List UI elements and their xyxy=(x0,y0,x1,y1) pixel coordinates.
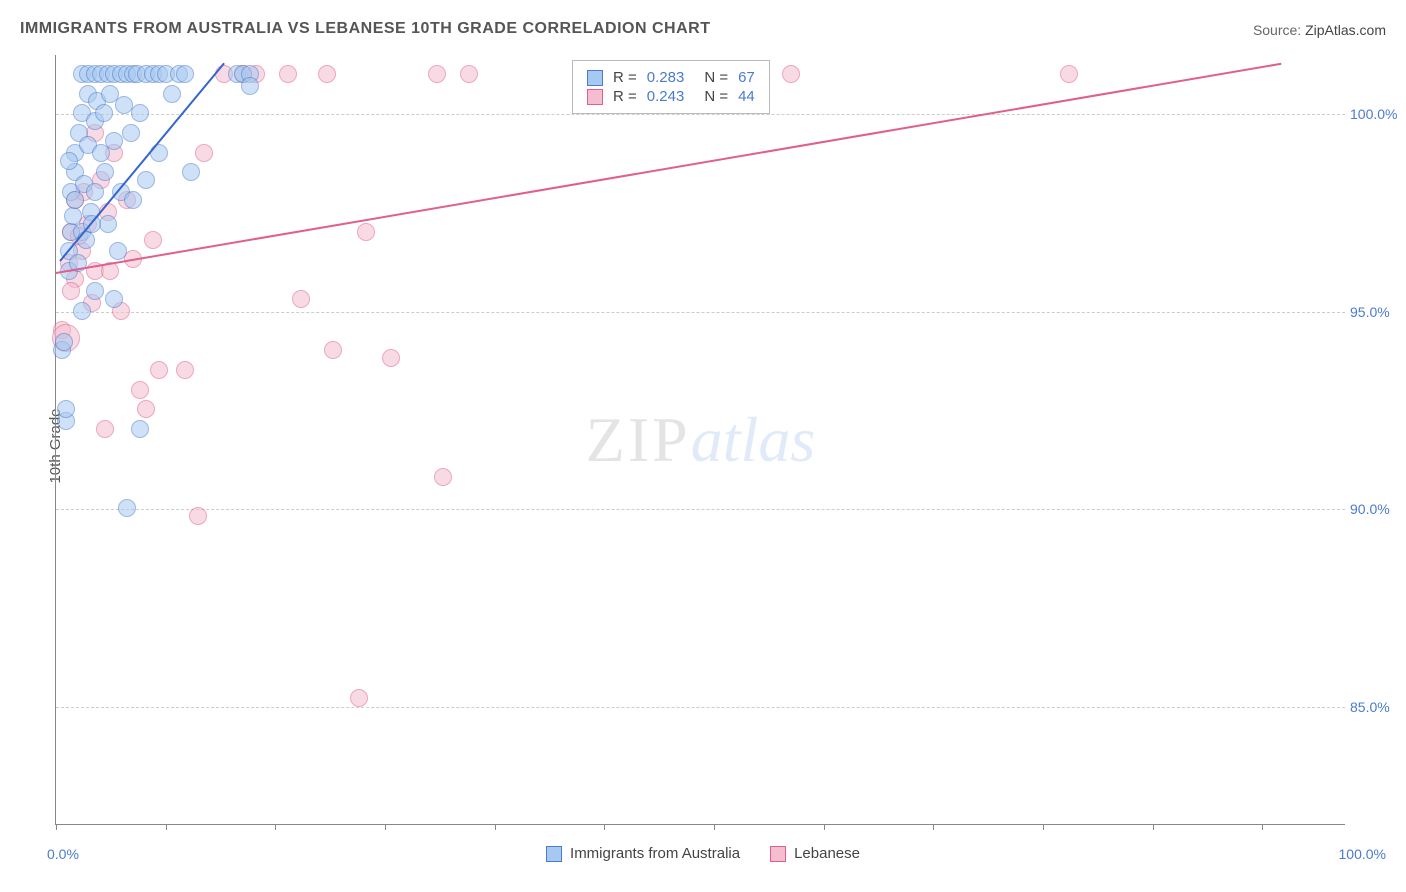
data-point xyxy=(73,302,91,320)
gridline xyxy=(56,114,1345,115)
bottom-legend: Immigrants from Australia Lebanese xyxy=(546,845,860,862)
x-tick xyxy=(824,824,825,830)
scatter-plot-area: ZIPatlas 100.0%95.0%90.0%85.0%R =0.283N … xyxy=(55,55,1345,825)
data-point xyxy=(62,282,80,300)
x-axis-max-label: 100.0% xyxy=(1339,846,1386,862)
stat-key: R = xyxy=(613,69,637,86)
legend-item: Lebanese xyxy=(770,845,860,862)
legend-swatch xyxy=(587,89,603,105)
data-point xyxy=(195,144,213,162)
stats-row: R = 0.283 N = 67 xyxy=(587,69,755,86)
data-point xyxy=(279,65,297,83)
data-point xyxy=(96,163,114,181)
gridline xyxy=(56,312,1345,313)
data-point xyxy=(460,65,478,83)
gridline xyxy=(56,707,1345,708)
x-tick xyxy=(1153,824,1154,830)
x-tick xyxy=(714,824,715,830)
data-point xyxy=(137,400,155,418)
stat-r-value: 0.243 xyxy=(647,88,685,105)
y-tick-label: 85.0% xyxy=(1350,699,1400,715)
legend-swatch xyxy=(587,70,603,86)
data-point xyxy=(124,191,142,209)
x-tick xyxy=(275,824,276,830)
stat-r-value: 0.283 xyxy=(647,69,685,86)
x-tick xyxy=(385,824,386,830)
data-point xyxy=(66,191,84,209)
stat-key: N = xyxy=(704,69,728,86)
data-point xyxy=(434,468,452,486)
data-point xyxy=(95,104,113,122)
data-point xyxy=(428,65,446,83)
data-point xyxy=(163,85,181,103)
data-point xyxy=(292,290,310,308)
data-point xyxy=(782,65,800,83)
gridline xyxy=(56,509,1345,510)
data-point xyxy=(137,171,155,189)
source-value: ZipAtlas.com xyxy=(1305,22,1386,38)
stat-key: N = xyxy=(704,88,728,105)
data-point xyxy=(176,65,194,83)
watermark-part2: atlas xyxy=(691,404,815,475)
stats-row: R = 0.243 N = 44 xyxy=(587,88,755,105)
data-point xyxy=(86,183,104,201)
x-tick xyxy=(933,824,934,830)
stat-n-value: 67 xyxy=(738,69,755,86)
x-tick xyxy=(495,824,496,830)
source-attribution: Source: ZipAtlas.com xyxy=(1253,22,1386,38)
legend-label: Immigrants from Australia xyxy=(570,845,740,862)
legend-label: Lebanese xyxy=(794,845,860,862)
data-point xyxy=(118,499,136,517)
data-point xyxy=(105,132,123,150)
data-point xyxy=(60,152,78,170)
data-point xyxy=(109,242,127,260)
data-point xyxy=(96,420,114,438)
data-point xyxy=(150,361,168,379)
watermark-part1: ZIP xyxy=(586,404,691,475)
legend-swatch xyxy=(770,846,786,862)
data-point xyxy=(122,124,140,142)
x-tick xyxy=(56,824,57,830)
stat-n-value: 44 xyxy=(738,88,755,105)
y-tick-label: 90.0% xyxy=(1350,501,1400,517)
data-point xyxy=(86,282,104,300)
chart-title: IMMIGRANTS FROM AUSTRALIA VS LEBANESE 10… xyxy=(20,20,711,38)
data-point xyxy=(1060,65,1078,83)
data-point xyxy=(99,215,117,233)
legend-item: Immigrants from Australia xyxy=(546,845,740,862)
data-point xyxy=(176,361,194,379)
x-tick xyxy=(604,824,605,830)
data-point xyxy=(144,231,162,249)
data-point xyxy=(318,65,336,83)
legend-swatch xyxy=(546,846,562,862)
y-tick-label: 95.0% xyxy=(1350,304,1400,320)
data-point xyxy=(241,77,259,95)
stats-legend-box: R = 0.283 N = 67 R = 0.243 N = 44 xyxy=(572,60,770,114)
data-point xyxy=(189,507,207,525)
data-point xyxy=(324,341,342,359)
data-point xyxy=(131,381,149,399)
data-point xyxy=(350,689,368,707)
source-label: Source: xyxy=(1253,22,1301,38)
data-point xyxy=(55,333,73,351)
x-tick xyxy=(1262,824,1263,830)
data-point xyxy=(182,163,200,181)
data-point xyxy=(105,290,123,308)
stat-key: R = xyxy=(613,88,637,105)
watermark: ZIPatlas xyxy=(586,403,815,477)
data-point xyxy=(57,400,75,418)
x-axis-min-label: 0.0% xyxy=(47,846,79,862)
data-point xyxy=(382,349,400,367)
y-tick-label: 100.0% xyxy=(1350,106,1400,122)
data-point xyxy=(77,231,95,249)
data-point xyxy=(131,104,149,122)
x-tick xyxy=(166,824,167,830)
data-point xyxy=(131,420,149,438)
x-tick xyxy=(1043,824,1044,830)
data-point xyxy=(357,223,375,241)
